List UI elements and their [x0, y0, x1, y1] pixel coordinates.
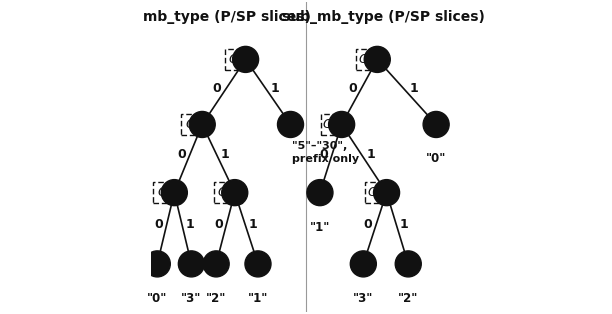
Text: C’0: C’0	[359, 53, 379, 66]
Text: 1: 1	[409, 82, 418, 95]
Circle shape	[307, 180, 333, 206]
FancyBboxPatch shape	[321, 114, 348, 135]
FancyBboxPatch shape	[356, 49, 384, 70]
Circle shape	[144, 251, 170, 277]
Text: "3": "3"	[181, 292, 201, 305]
Text: 0: 0	[177, 148, 186, 161]
Text: "0": "0"	[147, 292, 168, 305]
Circle shape	[189, 111, 215, 138]
Circle shape	[162, 180, 187, 206]
Text: "0": "0"	[426, 152, 446, 165]
Text: 0: 0	[155, 218, 163, 231]
Circle shape	[373, 180, 400, 206]
Text: C0: C0	[228, 53, 245, 66]
Text: C1: C1	[185, 118, 202, 131]
Text: mb_type (P/SP slices): mb_type (P/SP slices)	[143, 10, 311, 24]
Text: 1: 1	[221, 148, 230, 161]
Text: 0: 0	[214, 218, 223, 231]
Circle shape	[395, 251, 421, 277]
Text: 1: 1	[185, 218, 194, 231]
Text: 1: 1	[367, 148, 375, 161]
Text: sub_mb_type (P/SP slices): sub_mb_type (P/SP slices)	[282, 10, 485, 24]
Text: "2": "2"	[398, 292, 419, 305]
Circle shape	[277, 111, 304, 138]
Text: "1": "1"	[248, 292, 268, 305]
Text: C’1: C’1	[323, 118, 343, 131]
Circle shape	[203, 251, 229, 277]
Circle shape	[350, 251, 376, 277]
Text: 0: 0	[348, 82, 357, 95]
Circle shape	[364, 46, 390, 73]
FancyBboxPatch shape	[181, 114, 209, 135]
FancyBboxPatch shape	[365, 182, 394, 203]
Text: 1: 1	[249, 218, 258, 231]
Circle shape	[245, 251, 271, 277]
Text: C2: C2	[157, 186, 174, 199]
Text: 1: 1	[271, 82, 279, 95]
Text: 0: 0	[213, 82, 222, 95]
Circle shape	[329, 111, 354, 138]
Circle shape	[423, 111, 449, 138]
Circle shape	[222, 180, 248, 206]
Text: 0: 0	[319, 148, 329, 161]
Text: C’2: C’2	[368, 186, 388, 199]
Text: "1": "1"	[310, 220, 330, 234]
Text: "3": "3"	[353, 292, 373, 305]
Text: 0: 0	[364, 218, 373, 231]
FancyBboxPatch shape	[214, 182, 242, 203]
Circle shape	[178, 251, 204, 277]
FancyBboxPatch shape	[225, 49, 252, 70]
FancyBboxPatch shape	[153, 182, 181, 203]
Text: C3: C3	[218, 186, 234, 199]
Circle shape	[233, 46, 259, 73]
Text: "5"–"30",
prefix only: "5"–"30", prefix only	[292, 141, 359, 164]
Text: 1: 1	[400, 218, 409, 231]
Text: "2": "2"	[206, 292, 226, 305]
